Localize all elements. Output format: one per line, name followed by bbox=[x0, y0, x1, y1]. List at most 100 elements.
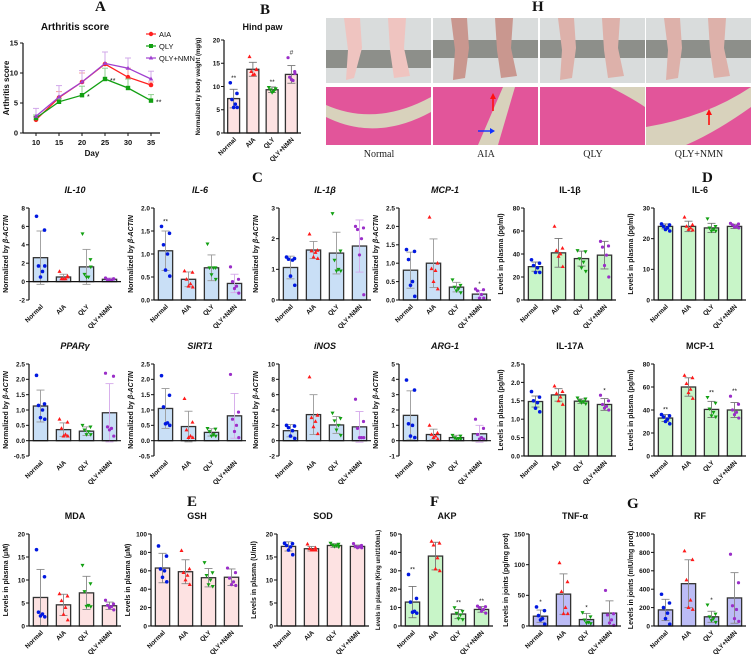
point-qly-nmn bbox=[236, 410, 241, 414]
point-qly-nmn bbox=[602, 406, 607, 410]
bar-group-qly bbox=[78, 232, 95, 285]
point-qly bbox=[709, 229, 714, 234]
paw bbox=[664, 18, 682, 80]
data-point bbox=[56, 99, 62, 104]
y-tick-label: 800 bbox=[639, 550, 650, 557]
point-qly-nmn bbox=[227, 576, 232, 580]
x-tick-label: QLY bbox=[199, 629, 213, 643]
point-aia bbox=[61, 433, 66, 438]
bar-group-aia bbox=[425, 215, 442, 301]
bar-group-aia bbox=[425, 423, 442, 442]
point-qly bbox=[454, 289, 459, 293]
chart-tnfa: TNF-α Levels in joints (pg/mg prot) 0 50 100… bbox=[500, 507, 625, 657]
series-qly bbox=[33, 67, 154, 121]
point-qly bbox=[334, 269, 339, 274]
point-qly bbox=[328, 541, 333, 546]
point-normal bbox=[529, 389, 534, 394]
point-aia bbox=[435, 286, 440, 291]
point-qly-nmn bbox=[355, 426, 360, 430]
y-axis-label-text: Normalized by bbox=[253, 243, 260, 293]
point-normal bbox=[36, 403, 41, 408]
y-tick-label: 2.0 bbox=[511, 380, 520, 387]
y-tick-label: 0.0 bbox=[141, 438, 150, 445]
point-aia bbox=[552, 224, 557, 228]
point-qly-nmn bbox=[353, 397, 358, 401]
point-normal bbox=[164, 554, 169, 558]
y-axis-label: Normalized by β-ACTIN bbox=[3, 370, 10, 449]
point-aia bbox=[190, 284, 195, 289]
point-qly-nmn bbox=[105, 425, 110, 429]
y-tick-label: 400 bbox=[639, 587, 650, 594]
point-aia bbox=[552, 383, 557, 388]
point-qly bbox=[84, 604, 89, 609]
point-qly bbox=[338, 249, 343, 254]
y-axis-label: Arthritis score bbox=[2, 60, 11, 115]
point-qly bbox=[458, 434, 463, 439]
point-qly bbox=[84, 433, 89, 437]
point-normal bbox=[163, 268, 168, 272]
point-qly-nmn bbox=[234, 583, 238, 588]
point-qly bbox=[713, 401, 718, 406]
point-qly-nmn bbox=[107, 606, 112, 610]
bar-group-qly-nmn bbox=[351, 219, 368, 301]
chart-il1bp: IL-1β Levels in plasma (pg/ml) 0 20 40 60 80 No… bbox=[495, 181, 620, 331]
y-tick-label: 8 bbox=[21, 205, 25, 212]
point-normal bbox=[228, 80, 233, 85]
point-qly-nmn bbox=[598, 239, 603, 243]
point-qly-nmn bbox=[112, 277, 116, 281]
x-tick-label: QLY bbox=[447, 303, 461, 317]
y-tick-label: 2.5 bbox=[141, 361, 150, 368]
point-aia bbox=[433, 566, 438, 571]
point-qly-nmn bbox=[737, 226, 741, 230]
y-tick-label: 1.5 bbox=[141, 392, 150, 399]
paw bbox=[344, 18, 362, 80]
y-tick-label: 40 bbox=[513, 251, 521, 258]
y-tick-label: -2 bbox=[19, 297, 25, 304]
y-axis-label: Levels in plasma (μM) bbox=[3, 544, 10, 617]
point-qly bbox=[450, 433, 455, 438]
y-tick-label: 0 bbox=[271, 297, 275, 304]
point-aia bbox=[181, 570, 186, 575]
point-normal bbox=[661, 224, 666, 229]
paw bbox=[602, 18, 624, 78]
bar-group-normal bbox=[657, 412, 674, 457]
point-normal bbox=[42, 402, 47, 406]
joint-space bbox=[610, 87, 645, 107]
chart-inos: iNOS Normalized by β-ACTIN -2 0 2 4 6 8 10 Normal… bbox=[250, 337, 375, 487]
point-normal bbox=[36, 264, 41, 268]
bar-group-normal bbox=[282, 423, 299, 442]
point-qly bbox=[588, 615, 593, 619]
paw-photo-svg bbox=[540, 18, 645, 80]
point-qly-nmn bbox=[103, 371, 108, 375]
point-aia bbox=[313, 547, 318, 552]
point-aia bbox=[431, 542, 436, 547]
y-axis-label: Normalized by β-ACTIN bbox=[128, 214, 135, 293]
point-qly bbox=[88, 265, 93, 270]
y-axis-label: Levels in plasma (pg/ml) bbox=[628, 213, 635, 294]
bar-group-aia bbox=[246, 54, 260, 134]
data-point bbox=[125, 65, 131, 70]
point-aia bbox=[554, 391, 559, 395]
point-normal bbox=[661, 415, 666, 419]
x-tick-label: AIA bbox=[305, 459, 318, 472]
point-normal bbox=[292, 283, 297, 288]
point-normal bbox=[167, 393, 172, 398]
y-tick-label: 4 bbox=[271, 407, 275, 414]
point-qly-nmn bbox=[475, 432, 480, 437]
point-qly bbox=[82, 272, 87, 277]
y-axis-label-text: Levels in joints (pg/mg prot) bbox=[503, 533, 510, 627]
significance-mark: * bbox=[539, 599, 542, 606]
point-qly bbox=[458, 613, 463, 618]
bar bbox=[573, 400, 590, 457]
point-normal bbox=[233, 102, 238, 106]
point-qly bbox=[450, 278, 455, 282]
bar-group-qly bbox=[328, 411, 345, 442]
point-normal bbox=[164, 580, 169, 584]
point-normal bbox=[542, 622, 547, 626]
legend-label: QLY+NMN bbox=[159, 54, 195, 63]
y-tick-label: 60 bbox=[513, 228, 521, 235]
point-normal bbox=[231, 105, 236, 110]
point-qly bbox=[338, 433, 343, 438]
x-tick-label: Normal bbox=[649, 303, 670, 324]
point-normal bbox=[286, 548, 291, 552]
